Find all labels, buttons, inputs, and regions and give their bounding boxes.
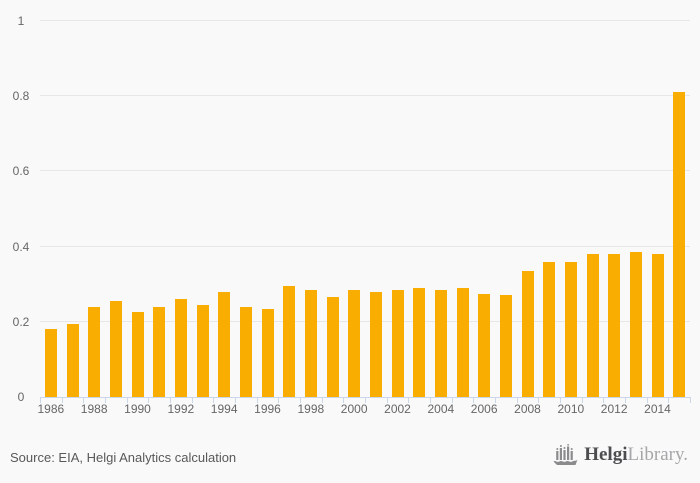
bar-2002[interactable] (391, 289, 404, 397)
bar-1992[interactable] (174, 299, 187, 397)
y-axis-label-0.6: 0.6 (12, 164, 30, 179)
x-axis-tick (40, 398, 41, 403)
x-axis-tick (603, 398, 605, 403)
gridline-y-1 (40, 20, 690, 21)
source-text: Source: EIA, Helgi Analytics calculation (10, 450, 237, 465)
x-axis-tick (430, 398, 431, 403)
helgi-library-logo[interactable]: HelgiLibrary. (553, 443, 688, 467)
bar-2014[interactable] (651, 254, 664, 397)
bar-2004[interactable] (434, 289, 447, 397)
y-axis-label-0: 0 (17, 390, 25, 404)
x-axis-label-2006: 2006 (470, 402, 498, 416)
x-axis-label-1986: 1986 (37, 402, 65, 416)
x-axis-label-1988: 1988 (80, 402, 108, 416)
bar-1998[interactable] (304, 289, 317, 397)
x-axis-label-2012: 2012 (600, 402, 628, 416)
logo-text-library: Library. (627, 444, 689, 465)
gridline-y-0.8 (40, 95, 690, 97)
x-axis-tick (451, 398, 453, 403)
x-axis-tick (191, 398, 193, 403)
bar-1997[interactable] (283, 286, 296, 397)
x-axis-tick (235, 398, 236, 403)
bar-2005[interactable] (456, 287, 469, 397)
x-axis-tick (560, 398, 561, 403)
bar-1990[interactable] (131, 312, 144, 397)
x-axis-label-2000: 2000 (340, 402, 368, 416)
x-axis-tick (495, 398, 496, 403)
x-axis-label-1990: 1990 (124, 402, 151, 416)
y-axis-label-0.4: 0.4 (12, 239, 30, 254)
x-axis-tick (148, 398, 150, 403)
x-axis-tick (516, 398, 518, 403)
bar-2001[interactable] (369, 291, 382, 397)
x-axis-label-2010: 2010 (557, 402, 585, 416)
bar-2015[interactable] (673, 92, 686, 397)
x-axis-tick (473, 398, 475, 403)
bar-1988[interactable] (88, 306, 101, 397)
x-axis-tick (538, 398, 540, 403)
x-axis-label-2014: 2014 (644, 402, 671, 416)
x-axis-tick (256, 398, 258, 403)
bar-1989[interactable] (109, 301, 122, 397)
bar-1996[interactable] (261, 308, 274, 397)
bar-2010[interactable] (564, 261, 577, 397)
x-axis-tick (278, 398, 280, 403)
chart-canvas: 0 0.2 0.4 0.6 0.8 1 1986 1988 1990 1992 1994 1996 1… (12, 14, 691, 416)
bar-2000[interactable] (348, 289, 361, 397)
x-axis-tick (343, 398, 345, 403)
x-axis-label-1994: 1994 (210, 402, 238, 416)
bar-1993[interactable] (196, 304, 209, 397)
x-axis-tick (408, 398, 410, 403)
y-axis-label-0.2: 0.2 (12, 314, 30, 329)
x-axis-tick (646, 398, 648, 403)
x-axis-tick (321, 398, 323, 403)
plot-area (40, 20, 690, 397)
bar-1986[interactable] (44, 329, 57, 397)
bar-1999[interactable] (326, 297, 339, 397)
bar-1991[interactable] (153, 306, 166, 397)
x-axis-tick (625, 398, 626, 403)
bar-2003[interactable] (413, 287, 426, 397)
x-axis-tick (61, 398, 63, 403)
x-axis-tick (365, 398, 366, 403)
x-axis-tick (581, 398, 583, 403)
y-axis-label-0.8: 0.8 (12, 89, 30, 104)
x-axis-tick (83, 398, 85, 403)
x-axis-label-2008: 2008 (514, 402, 541, 416)
x-axis-tick (170, 398, 171, 403)
gridline-y-0.4 (40, 245, 690, 247)
gridline-y-0.6 (40, 170, 690, 172)
bar-2006[interactable] (478, 293, 491, 397)
bar-1987[interactable] (66, 323, 79, 397)
x-axis-label-2002: 2002 (384, 402, 411, 416)
helgi-ship-icon (553, 443, 579, 467)
x-axis-tick (386, 398, 388, 403)
x-axis-tick (690, 398, 691, 403)
bar-2007[interactable] (499, 295, 512, 397)
x-axis-label-1998: 1998 (297, 402, 325, 416)
gridline-y-0.2 (40, 320, 690, 322)
bar-2011[interactable] (586, 254, 599, 397)
x-axis-label-2004: 2004 (427, 402, 455, 416)
y-axis-label-1: 1 (17, 14, 25, 28)
x-axis-tick (213, 398, 215, 403)
bar-2012[interactable] (608, 254, 621, 397)
bar-2008[interactable] (521, 271, 534, 397)
x-axis-label-1996: 1996 (254, 402, 281, 416)
bar-2013[interactable] (629, 252, 642, 397)
x-axis-tick (300, 398, 301, 403)
x-axis-tick (668, 398, 670, 403)
x-axis-tick (126, 398, 128, 403)
bar-1995[interactable] (239, 306, 252, 397)
x-axis-tick (105, 398, 106, 403)
bar-2009[interactable] (543, 261, 556, 397)
logo-text-helgi: Helgi (584, 444, 628, 465)
x-axis-line (40, 397, 691, 398)
x-axis-label-1992: 1992 (167, 402, 195, 416)
bar-1994[interactable] (218, 291, 231, 397)
